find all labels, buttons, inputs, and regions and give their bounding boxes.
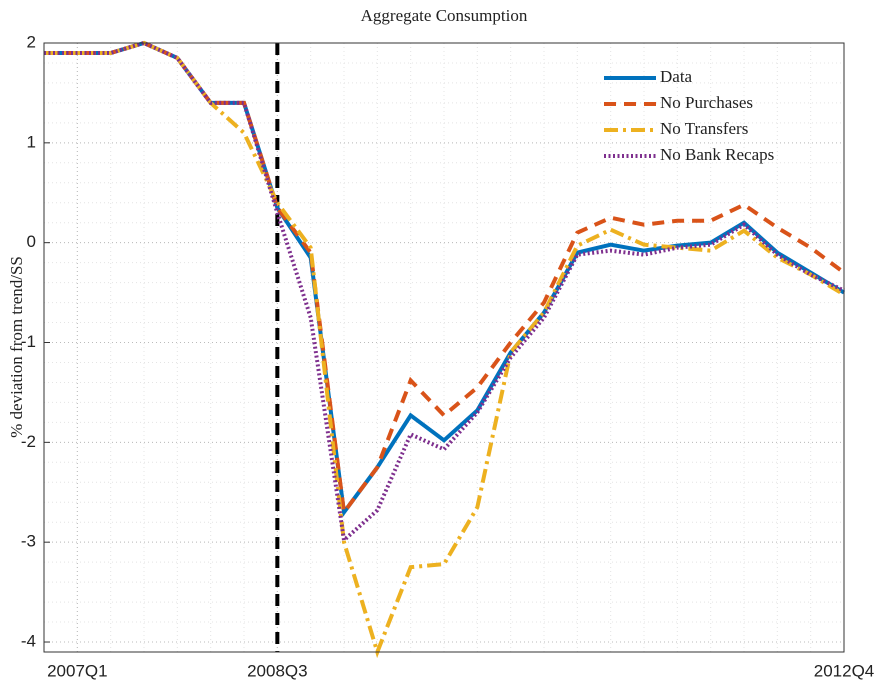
x-tick-label: 2008Q3 — [247, 661, 308, 680]
chart-title: Aggregate Consumption — [361, 6, 528, 25]
y-axis-label: % deviation from trend/SS — [7, 256, 26, 438]
y-tick-label: -4 — [21, 632, 36, 651]
y-tick-label: 2 — [27, 32, 36, 51]
x-tick-label: 2007Q1 — [47, 661, 108, 680]
y-tick-label: -3 — [21, 532, 36, 551]
legend-label: Data — [660, 67, 693, 86]
y-tick-label: -1 — [21, 332, 36, 351]
legend-label: No Bank Recaps — [660, 145, 774, 164]
legend-label: No Purchases — [660, 93, 753, 112]
series-line — [44, 40, 846, 659]
y-tick-label: -2 — [21, 432, 36, 451]
plot-frame — [43, 42, 845, 653]
legend-label: No Transfers — [660, 119, 748, 138]
y-tick-label: 0 — [27, 232, 36, 251]
x-tick-label: 2012Q4 — [814, 661, 875, 680]
y-tick-label: 1 — [27, 132, 36, 151]
